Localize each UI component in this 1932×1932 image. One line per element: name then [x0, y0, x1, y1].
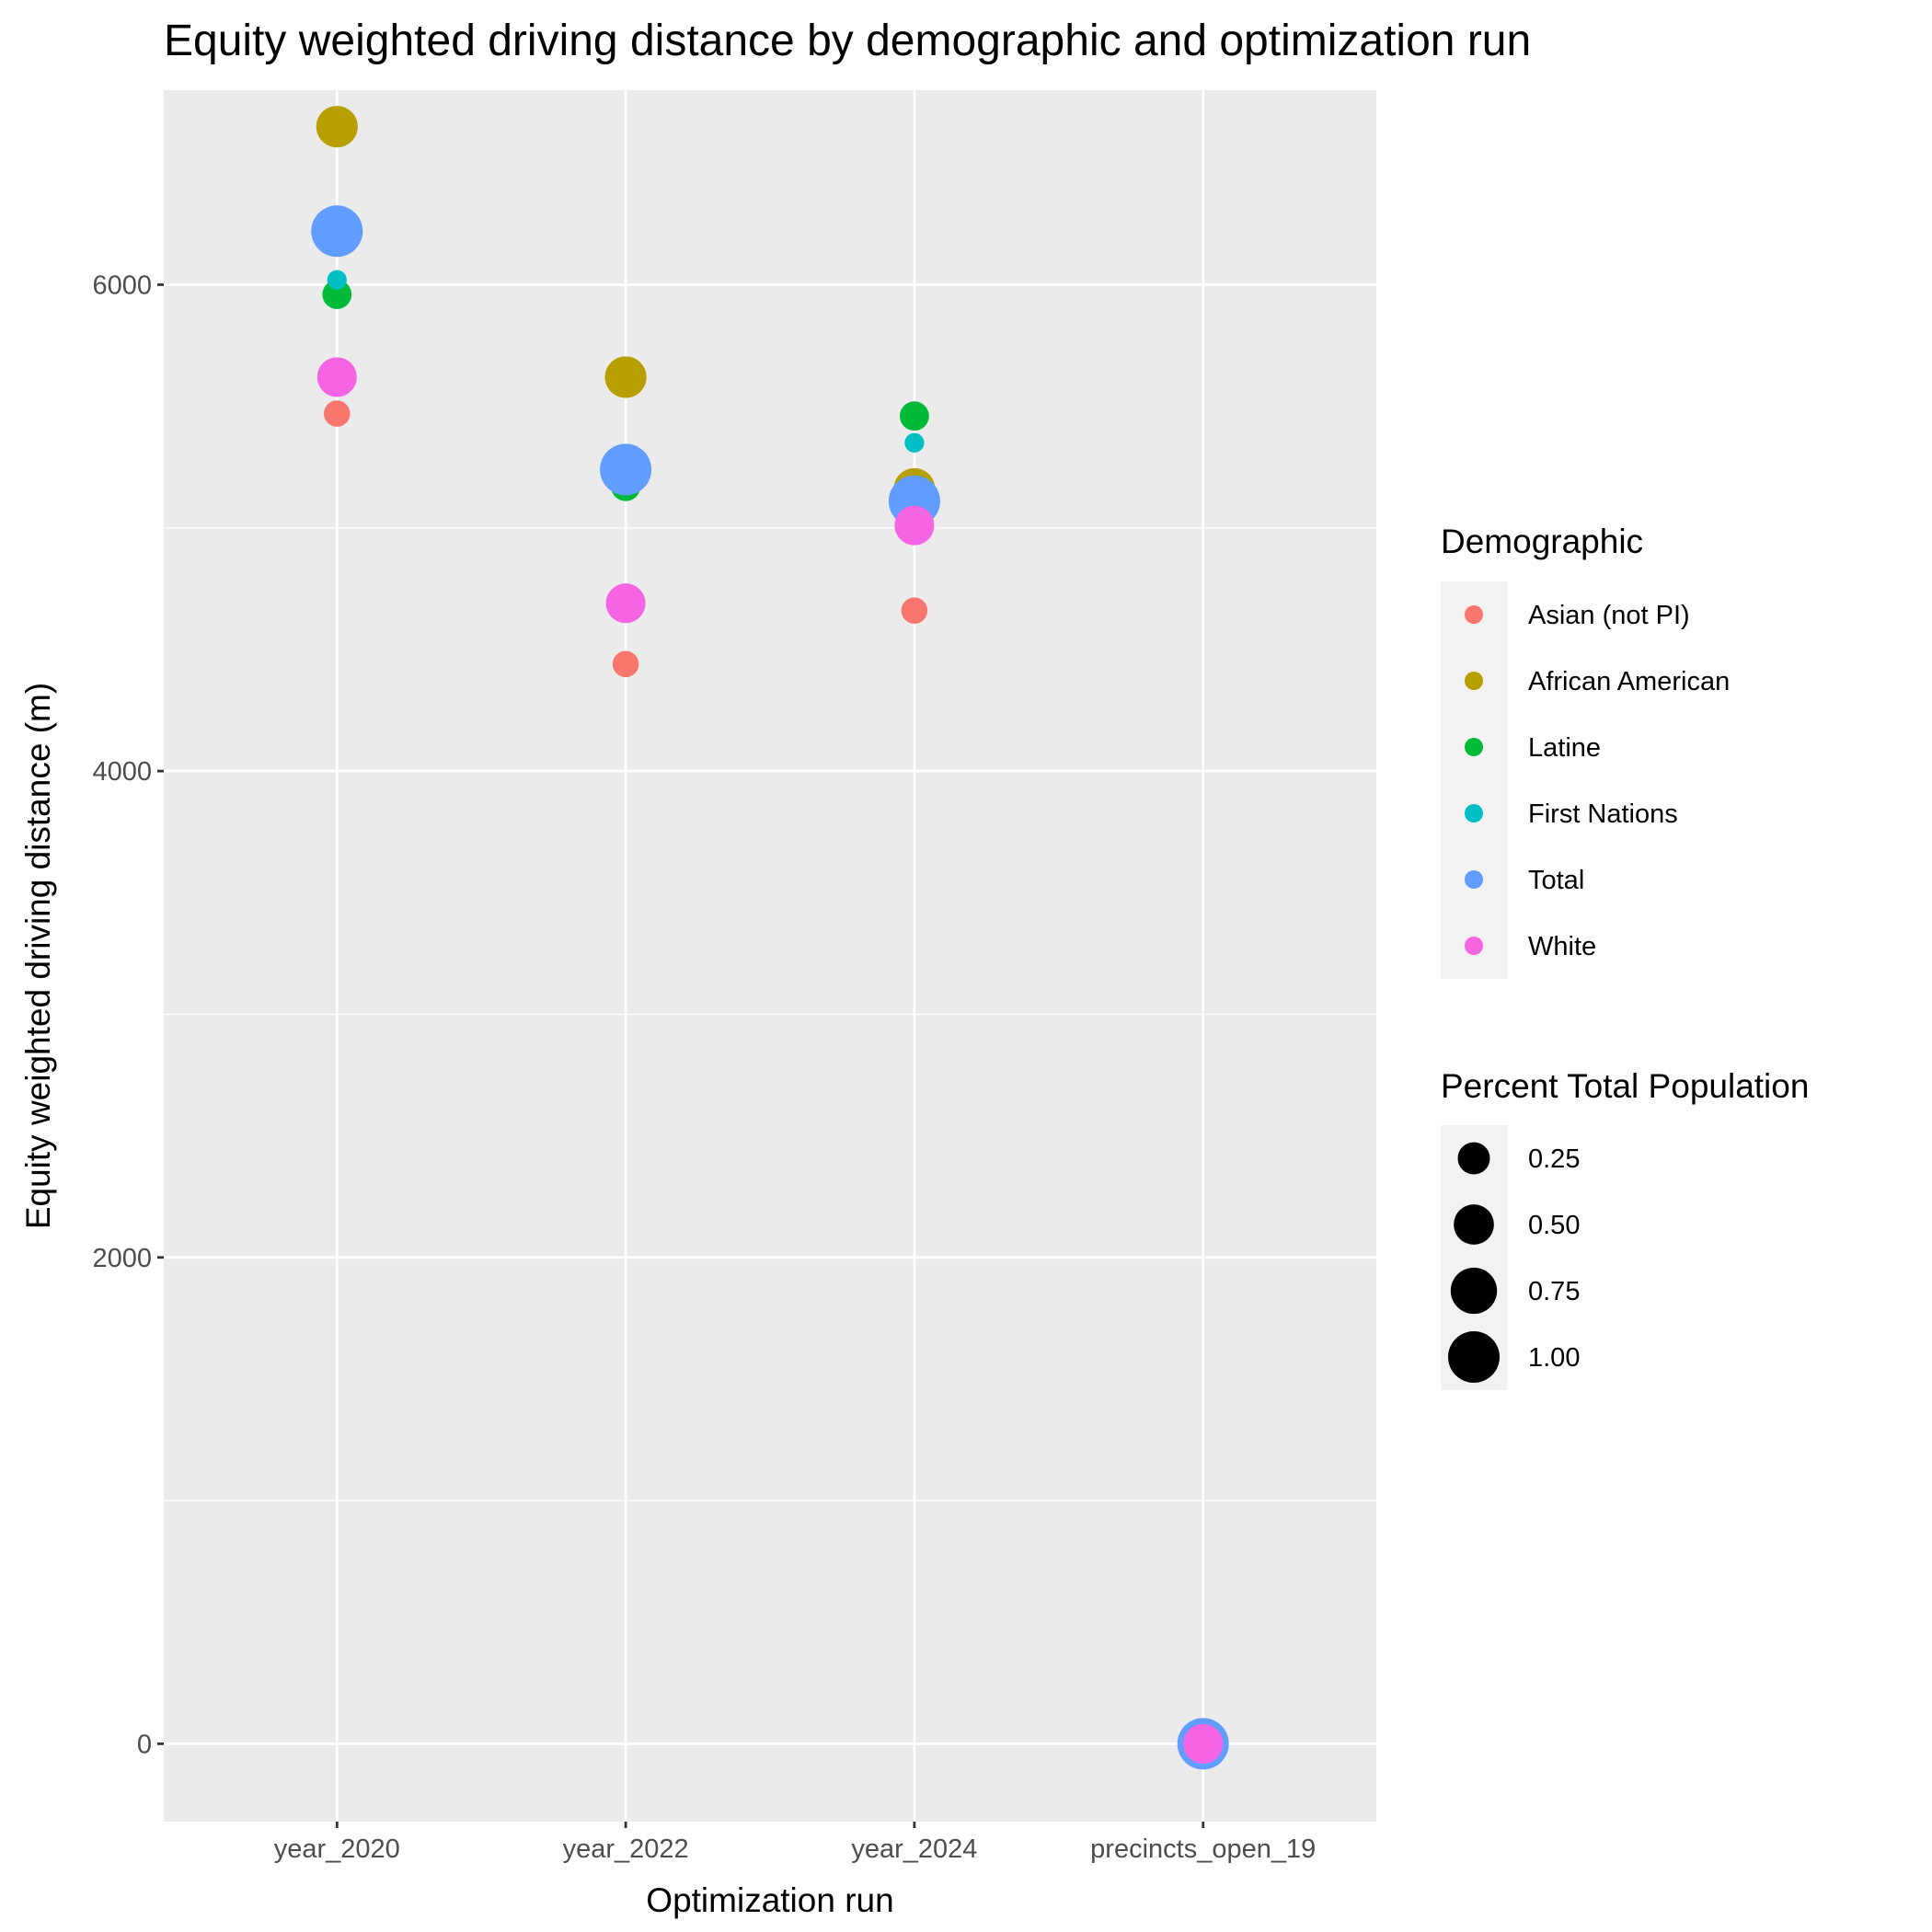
- color-legend-label: Total: [1528, 866, 1584, 895]
- size-legend-key: [1454, 1204, 1494, 1245]
- data-point: [894, 505, 935, 546]
- data-point: [901, 597, 928, 624]
- size-legend-key: [1450, 1267, 1498, 1315]
- color-legend-key: [1465, 738, 1483, 756]
- x-tick-label: year_2022: [563, 1834, 689, 1864]
- size-legend-label: 1.00: [1528, 1343, 1580, 1373]
- data-points: [311, 106, 1229, 1770]
- y-tick-label: 0: [137, 1730, 152, 1759]
- x-tick-label: precincts_open_19: [1090, 1834, 1316, 1864]
- color-legend-key: [1465, 804, 1483, 822]
- color-legend-label: African American: [1528, 667, 1730, 696]
- x-tick-label: year_2020: [274, 1834, 400, 1864]
- color-legend-keys-bg: [1441, 581, 1507, 979]
- data-point: [605, 583, 646, 624]
- data-point: [899, 401, 929, 431]
- size-legend-key: [1448, 1331, 1500, 1383]
- size-legend-label: 0.25: [1528, 1144, 1580, 1174]
- data-point: [316, 106, 358, 148]
- size-legend-label: 0.75: [1528, 1277, 1580, 1306]
- y-tick-label: 4000: [92, 757, 152, 787]
- x-tick-label: year_2024: [851, 1834, 977, 1864]
- y-tick-label: 6000: [92, 270, 152, 300]
- data-point: [904, 432, 925, 453]
- x-axis-title: Optimization run: [646, 1881, 893, 1919]
- data-point: [1183, 1723, 1224, 1764]
- data-point: [324, 400, 351, 427]
- data-point: [612, 650, 639, 678]
- data-point: [327, 270, 347, 290]
- color-legend-label: First Nations: [1528, 799, 1678, 829]
- data-point: [322, 280, 352, 309]
- data-point: [311, 205, 363, 258]
- color-legend-title: Demographic: [1441, 523, 1643, 560]
- color-legend-key: [1465, 672, 1483, 690]
- legend: Demographic Percent Total Population Asi…: [1441, 523, 1809, 1390]
- size-legend-key: [1457, 1142, 1490, 1175]
- size-legend-title: Percent Total Population: [1441, 1067, 1809, 1105]
- data-point: [604, 356, 647, 398]
- color-legend-label: White: [1528, 932, 1596, 961]
- plot-panel: [164, 90, 1376, 1822]
- color-legend-key: [1465, 870, 1483, 889]
- grid-lines: [164, 90, 1376, 1822]
- chart-title: Equity weighted driving distance by demo…: [164, 17, 1531, 65]
- y-axis-title: Equity weighted driving distance (m): [19, 683, 57, 1229]
- color-legend-label: Latine: [1528, 733, 1601, 763]
- color-legend-label: Asian (not PI): [1528, 601, 1690, 630]
- data-point: [316, 357, 357, 397]
- color-legend-key: [1465, 605, 1483, 624]
- y-tick-label: 2000: [92, 1244, 152, 1273]
- data-point: [600, 443, 652, 496]
- axis-ticks: 0 2000 4000 6000 year_2020 year_2022 year_2024…: [92, 270, 1316, 1864]
- color-legend-key: [1465, 937, 1483, 955]
- size-legend-label: 0.50: [1528, 1211, 1580, 1240]
